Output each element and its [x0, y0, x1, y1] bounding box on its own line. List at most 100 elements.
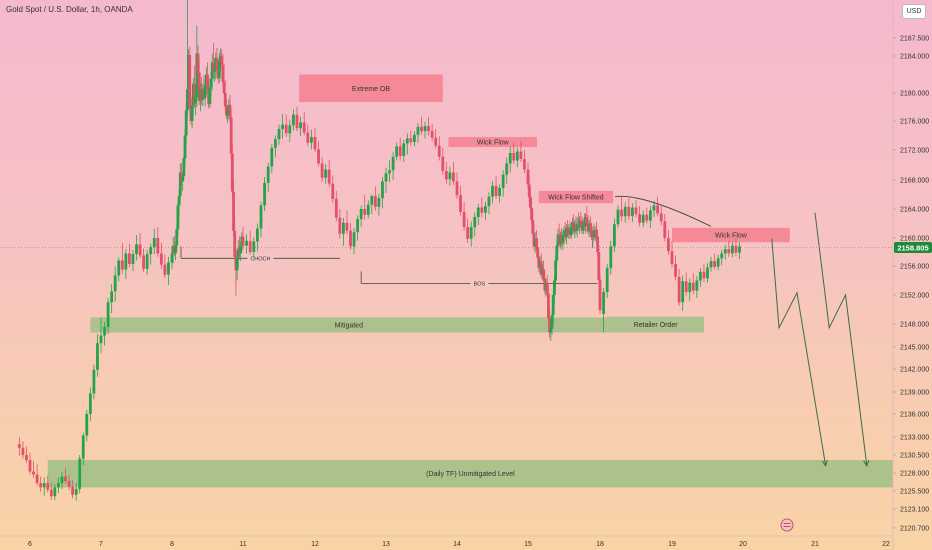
- candle-body: [222, 81, 226, 93]
- x-tick-label: 15: [524, 541, 532, 548]
- candle-body: [416, 126, 420, 135]
- candle-body: [299, 122, 302, 129]
- level-label: CHOCH: [250, 256, 270, 262]
- candle-body: [131, 254, 135, 264]
- candle-body: [535, 238, 538, 248]
- candle-body: [266, 166, 270, 183]
- candle-body: [345, 222, 349, 231]
- zone-box[interactable]: [448, 136, 538, 148]
- candle-body: [259, 205, 263, 229]
- candle-body: [602, 292, 605, 314]
- zone-label: Wick Flow: [477, 140, 510, 147]
- candle-body: [103, 327, 106, 336]
- zone-label: Retailer Order: [634, 322, 679, 329]
- candle-body: [274, 139, 277, 148]
- candle-body: [124, 253, 128, 270]
- x-tick-label: 13: [382, 541, 390, 548]
- time-axis[interactable]: 6 7 8 11 12 13 14 15 18 19 20 21 22: [28, 541, 890, 548]
- candle-body: [197, 72, 201, 101]
- zone-box[interactable]: [299, 74, 443, 103]
- candle-body: [699, 271, 702, 281]
- candle-body: [466, 227, 470, 239]
- candle-body: [135, 244, 138, 255]
- candle-body: [494, 185, 498, 196]
- candle-body: [99, 335, 103, 344]
- candle-body: [730, 245, 734, 254]
- zone-box[interactable]: [538, 190, 613, 204]
- zone-box[interactable]: [47, 460, 893, 488]
- candle-body: [96, 343, 99, 370]
- projection-path[interactable]: [814, 212, 868, 466]
- candle-body: [359, 209, 363, 220]
- y-tick-label: 2187.500: [900, 36, 929, 43]
- currency-button[interactable]: USD: [902, 4, 926, 19]
- candle-body: [548, 318, 551, 333]
- y-tick-label: 2152.000: [900, 293, 929, 300]
- candle-body: [597, 252, 601, 280]
- candle-body: [241, 236, 245, 246]
- candle-body: [536, 247, 539, 258]
- zone-box[interactable]: [607, 316, 704, 333]
- candle-body: [691, 282, 695, 291]
- candle-body: [352, 232, 356, 247]
- y-tick-label: 2133.000: [900, 435, 929, 442]
- candle-body: [681, 281, 685, 303]
- candle-body: [149, 247, 153, 255]
- candle-body: [21, 447, 25, 455]
- y-tick-label: 2145.000: [900, 345, 929, 352]
- y-tick-label: 2156.000: [900, 264, 929, 271]
- candle-body: [225, 106, 228, 116]
- candle-body: [373, 195, 377, 207]
- x-tick-label: 21: [811, 541, 819, 548]
- candle-body: [174, 245, 177, 254]
- candle-body: [589, 223, 592, 231]
- candle-body: [292, 114, 295, 126]
- zone-label: Extreme OB: [352, 86, 390, 93]
- candle-body: [723, 249, 727, 254]
- candle-body: [609, 246, 613, 269]
- candle-body: [156, 238, 160, 254]
- candle-body: [363, 209, 367, 215]
- candle-body: [53, 487, 57, 497]
- candle-body: [349, 230, 352, 247]
- level-label-bg: [470, 279, 489, 288]
- candle-body: [366, 204, 370, 215]
- candle-body: [706, 267, 709, 279]
- candle-body: [310, 136, 313, 143]
- candle-body: [595, 230, 598, 237]
- candle-body: [170, 253, 174, 263]
- candle-body: [190, 105, 194, 121]
- candle-body: [226, 111, 230, 116]
- y-tick-label: 2184.000: [900, 54, 929, 61]
- candle-body: [194, 97, 198, 104]
- candle-body: [634, 207, 638, 215]
- candle-body: [542, 268, 545, 279]
- projection-path[interactable]: [771, 238, 827, 466]
- candle-body: [117, 260, 121, 276]
- candle-body: [67, 480, 71, 487]
- price-axis[interactable]: 2187.500 2184.000 2180.000 2176.000 2172.000…: [893, 36, 929, 533]
- candle-body: [519, 151, 523, 159]
- candle-body: [302, 122, 306, 133]
- candle-body: [695, 280, 699, 291]
- candle-body: [667, 238, 670, 252]
- y-tick-label: 2148.000: [900, 322, 929, 329]
- candle-body: [616, 209, 620, 225]
- candle-body: [324, 169, 328, 178]
- candle-body: [206, 74, 209, 90]
- candle-body: [28, 460, 32, 472]
- candle-body: [515, 151, 519, 161]
- y-tick-label: 2120.700: [900, 526, 929, 533]
- candle-body: [512, 153, 516, 161]
- zone-box[interactable]: [90, 317, 608, 333]
- y-tick-label: 2172.000: [900, 148, 929, 155]
- zone-box[interactable]: [672, 227, 790, 243]
- candle-body: [196, 53, 200, 73]
- candle-body: [452, 172, 455, 182]
- candle-body: [579, 220, 583, 225]
- candle-body: [539, 261, 543, 275]
- candle-body: [106, 302, 110, 328]
- candle-body: [448, 172, 452, 180]
